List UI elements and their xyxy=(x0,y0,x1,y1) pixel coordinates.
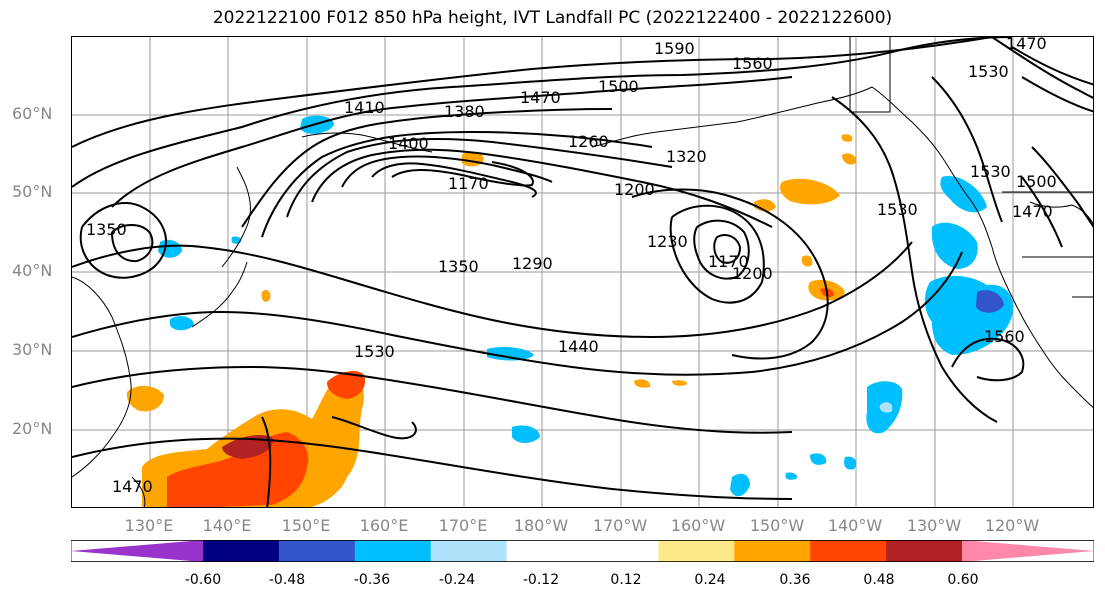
colorbar-segment xyxy=(734,540,811,562)
lon-label: 140°E xyxy=(202,516,252,535)
contour-label: 1400 xyxy=(388,134,429,153)
lon-label: 150°W xyxy=(749,516,805,535)
colorbar-tick-label: -0.60 xyxy=(184,572,222,588)
colorbar-segment xyxy=(810,540,887,562)
lon-label: 160°W xyxy=(670,516,726,535)
lon-label: 140°W xyxy=(827,516,883,535)
lat-label: 40°N xyxy=(12,261,53,280)
colorbar-segment xyxy=(582,540,659,562)
lon-label: 130°E xyxy=(124,516,174,535)
colorbar-tick-label: 0.60 xyxy=(947,572,979,588)
map-canvas: 1590 1560 1500 1530 1470 1410 1380 1470 … xyxy=(72,37,1093,507)
colorbar-tick-label: 0.24 xyxy=(694,572,726,588)
lon-label: 120°W xyxy=(984,516,1040,535)
contour-label: 1170 xyxy=(708,252,749,271)
colorbar-segment xyxy=(658,540,735,562)
contour-label: 1230 xyxy=(647,232,688,251)
lat-label: 50°N xyxy=(12,182,53,201)
contour-label: 1200 xyxy=(732,264,773,283)
lat-label: 60°N xyxy=(12,104,53,123)
contour-label: 1380 xyxy=(444,102,485,121)
contour-label: 1470 xyxy=(1012,202,1053,221)
lon-label: 130°W xyxy=(906,516,962,535)
contour-label: 1470 xyxy=(112,477,153,496)
contour-label: 1200 xyxy=(614,180,655,199)
colorbar-tick-label: -0.12 xyxy=(522,572,560,588)
colorbar-extend-low xyxy=(71,540,203,562)
map-panel: 1590 1560 1500 1530 1470 1410 1380 1470 … xyxy=(71,36,1094,508)
colorbar xyxy=(71,540,1094,562)
colorbar-extend-high xyxy=(962,540,1094,562)
contour-label: 1530 xyxy=(877,200,918,219)
contour-label: 1560 xyxy=(732,54,773,73)
contour-label: 1440 xyxy=(558,337,599,356)
colorbar-tick-label: 0.48 xyxy=(863,572,895,588)
contour-label: 1410 xyxy=(344,98,385,117)
ivt-negative-shading xyxy=(158,115,1014,497)
lat-label: 30°N xyxy=(12,340,53,359)
contour-label: 1500 xyxy=(1016,172,1057,191)
lat-label: 20°N xyxy=(12,419,53,438)
height-contours xyxy=(72,37,1093,507)
contour-label: 1290 xyxy=(512,254,553,273)
contour-label: 1500 xyxy=(598,77,639,96)
colorbar-segment xyxy=(506,540,583,562)
contour-label: 1590 xyxy=(654,39,695,58)
ivt-positive-shading xyxy=(126,134,857,507)
colorbar-outline xyxy=(71,540,1094,562)
contour-label: 1470 xyxy=(1006,37,1047,53)
colorbar-tick-label: 0.36 xyxy=(779,572,811,588)
lon-label: 170°E xyxy=(438,516,488,535)
contour-label: 1320 xyxy=(666,147,707,166)
contour-label: 1530 xyxy=(354,342,395,361)
colorbar-segment xyxy=(430,540,508,562)
contour-label: 1260 xyxy=(568,132,609,151)
lon-label: 170°W xyxy=(592,516,648,535)
contour-label: 1350 xyxy=(86,220,127,239)
colorbar-tick-label: -0.24 xyxy=(438,572,476,588)
contour-label: 1560 xyxy=(984,327,1025,346)
colorbar-segment xyxy=(203,540,280,562)
colorbar-tick-label: -0.48 xyxy=(268,572,306,588)
colorbar-tick-label: 0.12 xyxy=(610,572,642,588)
lon-label: 180°W xyxy=(513,516,569,535)
contour-label: 1530 xyxy=(968,62,1009,81)
colorbar-segment xyxy=(886,540,963,562)
colorbar-segment xyxy=(278,540,356,562)
colorbar-tick-label: -0.36 xyxy=(353,572,391,588)
contour-labels: 1590 1560 1500 1530 1470 1410 1380 1470 … xyxy=(86,37,1057,496)
contour-label: 1350 xyxy=(438,257,479,276)
contour-label: 1530 xyxy=(970,162,1011,181)
lon-label: 160°E xyxy=(359,516,409,535)
lon-label: 150°E xyxy=(281,516,331,535)
contour-label: 1170 xyxy=(448,174,489,193)
colorbar-segments xyxy=(71,540,1094,562)
map-title: 2022122100 F012 850 hPa height, IVT Land… xyxy=(212,8,893,28)
colorbar-segment xyxy=(354,540,432,562)
contour-label: 1470 xyxy=(520,88,561,107)
